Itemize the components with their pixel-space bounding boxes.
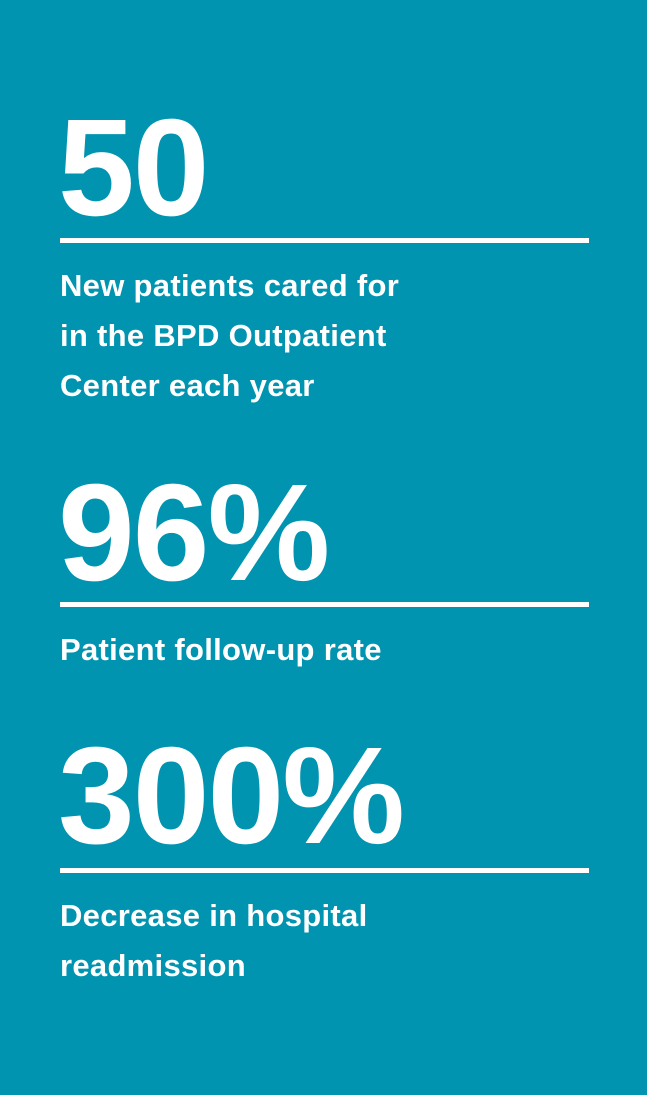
stat-value: 96% bbox=[58, 456, 328, 610]
divider bbox=[60, 602, 589, 607]
stat-description: Patient follow-up rate bbox=[60, 632, 382, 667]
divider bbox=[60, 868, 589, 873]
stat-description: readmission bbox=[60, 948, 246, 983]
stat-value: 300% bbox=[58, 719, 403, 873]
stat-description: Center each year bbox=[60, 368, 315, 403]
stat-description: New patients cared for bbox=[60, 268, 399, 303]
stat-description: in the BPD Outpatient bbox=[60, 318, 387, 353]
stat-value: 50 bbox=[58, 91, 208, 245]
stat-description: Decrease in hospital bbox=[60, 898, 368, 933]
divider bbox=[60, 238, 589, 243]
